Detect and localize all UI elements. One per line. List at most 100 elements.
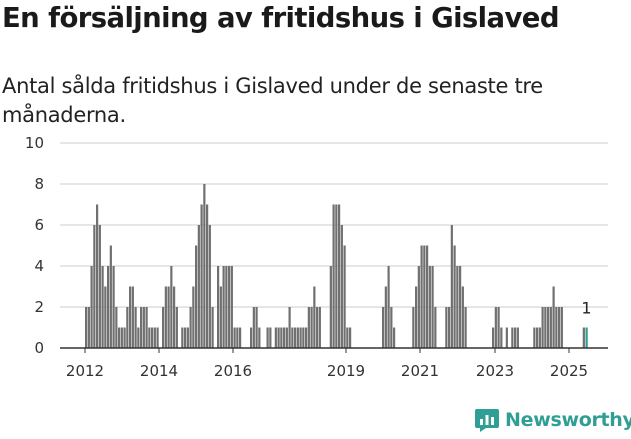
bar: [299, 327, 302, 348]
bar: [560, 307, 563, 348]
newsworthy-chart-logo-icon: [475, 409, 499, 432]
bar: [533, 327, 536, 348]
chart-title: En försäljning av fritidshus i Gislaved: [2, 2, 560, 34]
newsworthy-logo[interactable]: Newsworthy: [474, 407, 631, 433]
bar: [514, 327, 517, 348]
bar: [126, 307, 129, 348]
y-tick-label: 4: [34, 257, 44, 275]
bar: [277, 327, 280, 348]
bar: [148, 327, 151, 348]
bar: [338, 204, 341, 348]
bar: [318, 307, 321, 348]
bar: [175, 307, 178, 348]
bar: [426, 245, 429, 348]
bar: [236, 327, 239, 348]
bar: [464, 307, 467, 348]
bar: [423, 245, 426, 348]
bar: [269, 327, 272, 348]
bar: [393, 327, 396, 348]
bar: [302, 327, 305, 348]
y-tick-label: 0: [34, 339, 44, 357]
bar: [459, 266, 462, 348]
bar: [252, 307, 255, 348]
bar: [428, 266, 431, 348]
bar: [453, 245, 456, 348]
bar: [120, 327, 123, 348]
bar: [112, 266, 115, 348]
bar: [450, 225, 453, 348]
bar: [387, 266, 390, 348]
bar: [85, 307, 88, 348]
bar: [206, 204, 209, 348]
bar: [233, 327, 236, 348]
bar: [494, 307, 497, 348]
bar: [211, 307, 214, 348]
bar: [285, 327, 288, 348]
bar: [98, 225, 101, 348]
axis-layer: 0 2 4 6 8 10 1 2012 2014 2016 2019 2021 2023 2025: [25, 134, 608, 380]
bar: [536, 327, 539, 348]
bar: [104, 286, 107, 348]
x-tick-label: 2023: [476, 362, 514, 380]
bar: [109, 245, 112, 348]
bar: [417, 266, 420, 348]
bar-chart: 0 2 4 6 8 10 1 2012 2014 2016 2019 2021 2023 2025: [25, 134, 608, 380]
x-tick-label: 2021: [401, 362, 439, 380]
bar: [156, 327, 159, 348]
bar: [189, 307, 192, 348]
bar: [164, 286, 167, 348]
brand-name: Newsworthy: [505, 409, 631, 431]
bar: [107, 266, 110, 348]
bar: [219, 286, 222, 348]
y-tick-label: 6: [34, 216, 44, 234]
bar: [310, 307, 313, 348]
bar: [461, 286, 464, 348]
bar: [434, 307, 437, 348]
bar: [544, 307, 547, 348]
bar: [129, 286, 132, 348]
bar: [349, 327, 352, 348]
bar: [137, 327, 140, 348]
bar: [142, 307, 145, 348]
bar: [558, 307, 561, 348]
bar: [420, 245, 423, 348]
bar: [280, 327, 283, 348]
y-tick-label: 2: [34, 298, 44, 316]
bar: [492, 327, 495, 348]
bar: [162, 307, 165, 348]
bar: [225, 266, 228, 348]
bar: [448, 307, 451, 348]
bar: [151, 327, 154, 348]
bar: [186, 327, 189, 348]
bar: [390, 307, 393, 348]
bar: [549, 307, 552, 348]
bar: [266, 327, 269, 348]
bar: [258, 327, 261, 348]
bar: [239, 327, 242, 348]
bar: [115, 307, 118, 348]
bar: [208, 225, 211, 348]
bar: [228, 266, 231, 348]
bar: [497, 307, 500, 348]
bar: [382, 307, 385, 348]
bar: [167, 286, 170, 348]
bar: [96, 204, 99, 348]
x-tick-label: 2025: [550, 362, 588, 380]
bar: [307, 307, 310, 348]
bar: [93, 225, 96, 348]
bar-layer: [85, 184, 588, 348]
chart-subtitle: Antal sålda fritidshus i Gislaved under …: [2, 74, 543, 127]
bar: [90, 266, 93, 348]
bar: [140, 307, 143, 348]
bar: [123, 327, 126, 348]
bar: [181, 327, 184, 348]
bar: [291, 327, 294, 348]
bar: [305, 327, 308, 348]
bar: [456, 266, 459, 348]
bar: [274, 327, 277, 348]
bar: [134, 307, 137, 348]
highlight-value-label: 1: [581, 299, 591, 318]
bar: [340, 225, 343, 348]
bar: [541, 307, 544, 348]
bar: [332, 204, 335, 348]
